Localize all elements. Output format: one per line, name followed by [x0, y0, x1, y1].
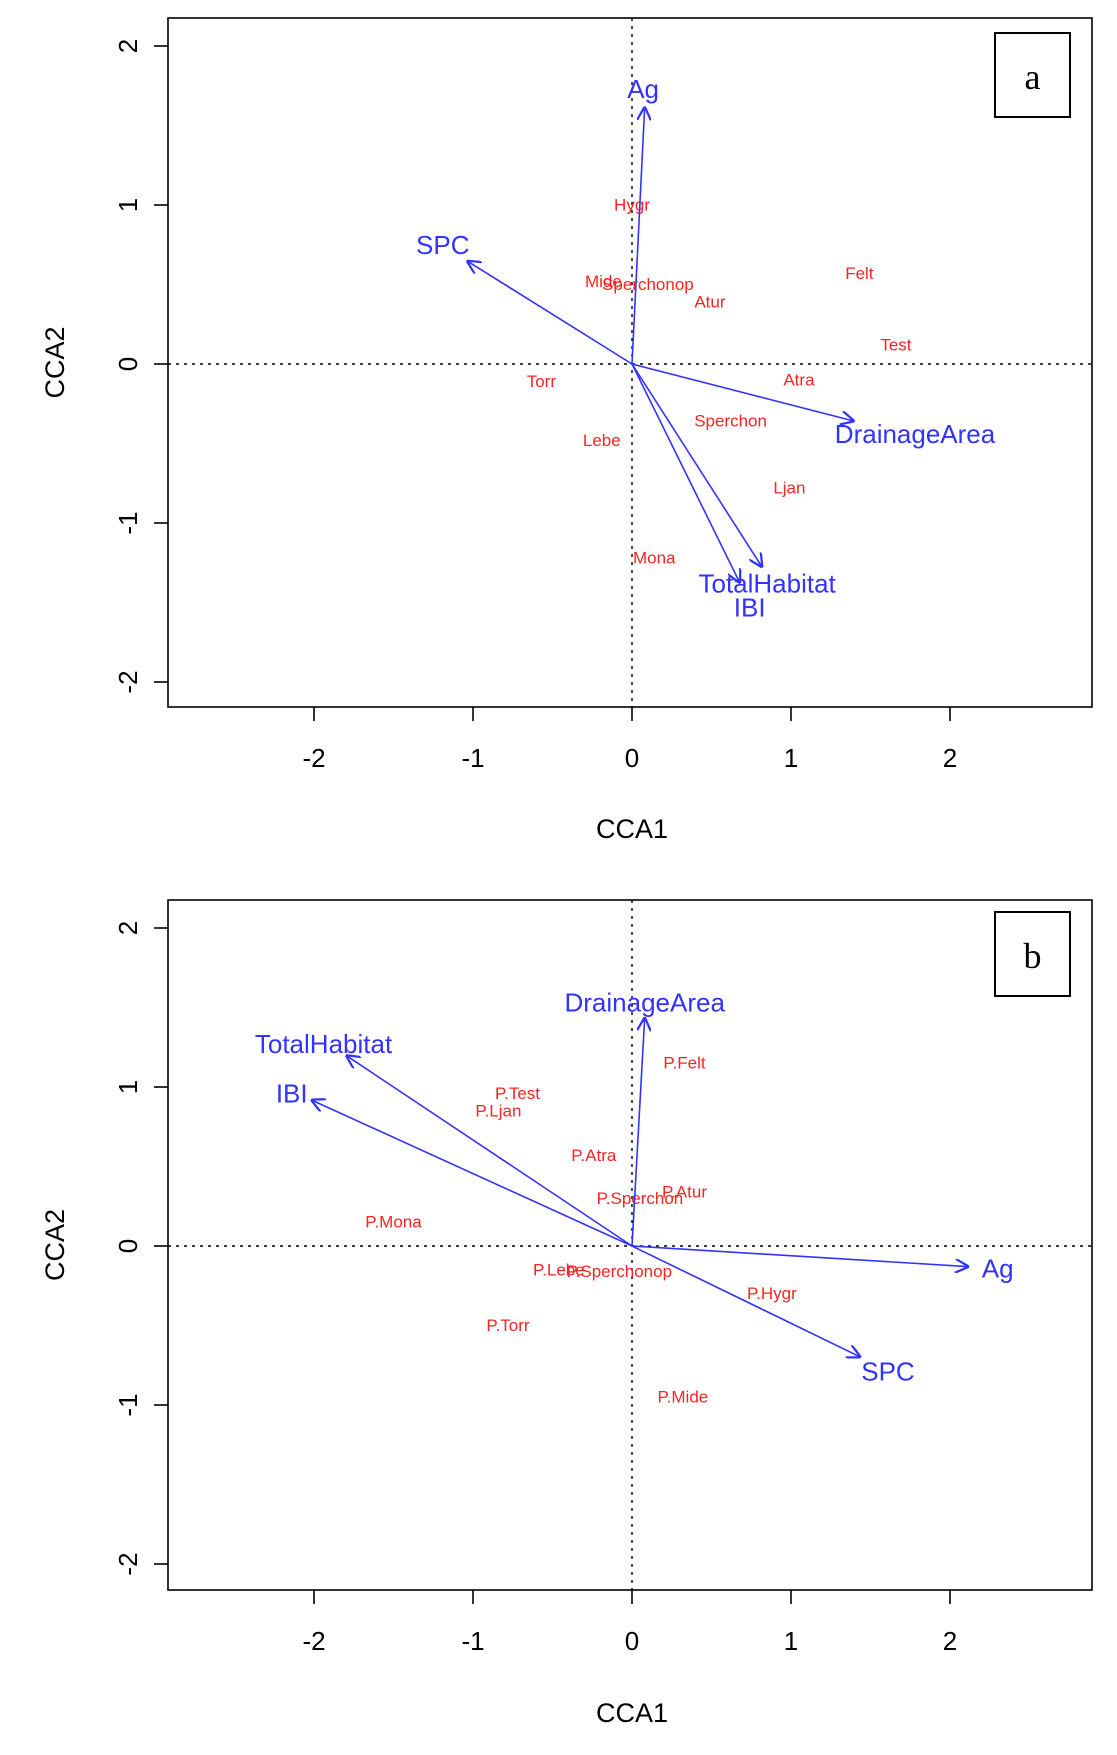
x-tick-label: -1	[461, 1626, 484, 1656]
y-tick-label: -2	[113, 1552, 143, 1575]
x-tick-label: 0	[625, 743, 639, 773]
species-label: Atur	[694, 292, 726, 311]
x-tick-label: 1	[784, 743, 798, 773]
species-label: P.Hygr	[747, 1284, 797, 1303]
vector-arrow	[631, 363, 855, 421]
species-label: Sperchon	[694, 412, 767, 431]
vector-label: IBI	[276, 1078, 308, 1108]
y-axis-label: CCA2	[40, 326, 70, 398]
plot-frame	[167, 17, 1093, 708]
species-label: P.Felt	[663, 1054, 705, 1073]
y-tick-label: -1	[113, 1393, 143, 1416]
species-label: P.Torr	[486, 1316, 529, 1335]
species-label: Test	[880, 335, 911, 354]
vector-label: DrainageArea	[565, 988, 726, 1018]
vector-arrow	[467, 261, 633, 365]
cca-panel-b: -2 -1 0 1 2 -2 -1 0 1 2 CCA1 CCA2 b P.Felt P.TestP.Lja…	[40, 899, 1093, 1728]
species-label: P.Mona	[365, 1213, 422, 1232]
vector-arrow	[631, 1245, 969, 1267]
x-tick-label: 2	[943, 743, 957, 773]
vector-label: DrainageArea	[835, 419, 996, 449]
species-label: Sperchonop	[602, 275, 694, 294]
vector-arrow	[311, 1100, 633, 1247]
species-label: Lebe	[583, 431, 621, 450]
species-label: P.Sperchon	[597, 1189, 684, 1208]
species-label: P.Sperchonop	[566, 1262, 672, 1281]
species-label: Hygr	[614, 196, 650, 215]
panel-label: a	[1025, 57, 1041, 97]
y-axis-label: CCA2	[40, 1209, 70, 1281]
x-tick-label: -2	[302, 1626, 325, 1656]
species-label: Torr	[527, 372, 557, 391]
y-tick-label: 2	[113, 921, 143, 935]
panel-label: b	[1024, 936, 1042, 976]
x-axis-label: CCA1	[596, 1698, 668, 1728]
vector-arrow	[631, 1017, 645, 1247]
cca-panel-a: -2 -1 0 1 2 -2 -1 0 1 2 CCA1 CCA2 a Hygr MideSperchono…	[40, 17, 1093, 844]
species-label: P.Ljan	[475, 1101, 521, 1120]
species-label: Atra	[783, 370, 815, 389]
vector-arrow	[631, 106, 645, 365]
x-tick-label: 1	[784, 1626, 798, 1656]
y-tick-label: -1	[113, 511, 143, 534]
y-tick-label: 2	[113, 39, 143, 53]
panel-label-box	[994, 32, 1071, 118]
x-axis-label: CCA1	[596, 814, 668, 844]
y-tick-label: 1	[113, 1080, 143, 1094]
vector-label: IBI	[734, 592, 766, 622]
species-label: P.Atur	[662, 1182, 707, 1201]
vector-arrow	[631, 363, 740, 583]
y-tick-label: 0	[113, 357, 143, 371]
species-label: Ljan	[773, 479, 805, 498]
vector-label: TotalHabitat	[255, 1029, 393, 1059]
vector-label: SPC	[861, 1357, 914, 1387]
x-tick-label: 2	[943, 1626, 957, 1656]
plot-frame	[167, 899, 1093, 1591]
species-label: P.Mide	[658, 1388, 709, 1407]
vector-arrow	[631, 1245, 861, 1357]
vector-label: Ag	[982, 1253, 1014, 1283]
species-label: P.Lebe	[533, 1260, 585, 1279]
x-tick-label: -2	[302, 743, 325, 773]
vector-arrow	[346, 1055, 633, 1247]
vector-arrow	[631, 363, 762, 568]
species-label: Felt	[845, 264, 874, 283]
species-label: Mona	[633, 548, 676, 567]
panel-label-box	[994, 911, 1071, 997]
vector-label: SPC	[416, 230, 469, 260]
vector-label: TotalHabitat	[698, 568, 836, 598]
x-tick-label: -1	[461, 743, 484, 773]
y-tick-label: 0	[113, 1239, 143, 1253]
y-tick-label: 1	[113, 198, 143, 212]
species-label: P.Test	[495, 1084, 540, 1103]
species-label: Mide	[585, 272, 622, 291]
y-tick-label: -2	[113, 670, 143, 693]
species-label: P.Atra	[571, 1146, 617, 1165]
vector-label: Ag	[627, 74, 659, 104]
x-tick-label: 0	[625, 1626, 639, 1656]
